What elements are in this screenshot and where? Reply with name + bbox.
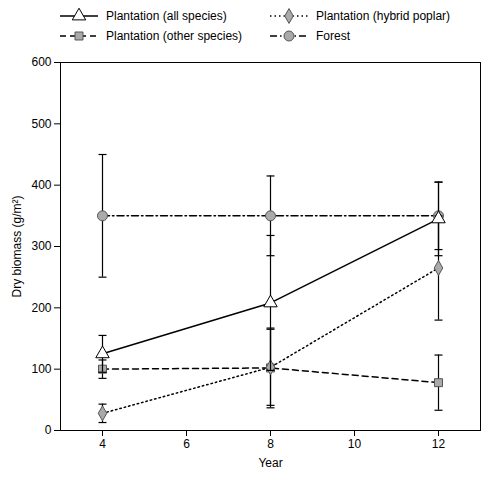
svg-text:8: 8 [267,437,274,451]
svg-text:Year: Year [258,456,282,470]
html-text:Forest: Forest [316,29,350,43]
svg-text:200: 200 [31,301,51,315]
svg-text:400: 400 [31,178,51,192]
html-text:Plantation (other species): Plantation (other species) [106,29,243,43]
svg-text:6: 6 [183,437,190,451]
svg-text:600: 600 [31,55,51,69]
svg-text:0: 0 [45,423,52,437]
svg-text:10: 10 [348,437,362,451]
svg-text:100: 100 [31,362,51,376]
svg-text:500: 500 [31,117,51,131]
svg-text:Dry biomass (g/m²): Dry biomass (g/m²) [10,195,24,297]
html-text:Plantation (all species): Plantation (all species) [106,9,227,23]
html-text:Plantation (hybrid poplar): Plantation (hybrid poplar) [316,9,451,23]
svg-text:12: 12 [432,437,446,451]
svg-text:300: 300 [31,239,51,253]
svg-text:4: 4 [99,437,106,451]
